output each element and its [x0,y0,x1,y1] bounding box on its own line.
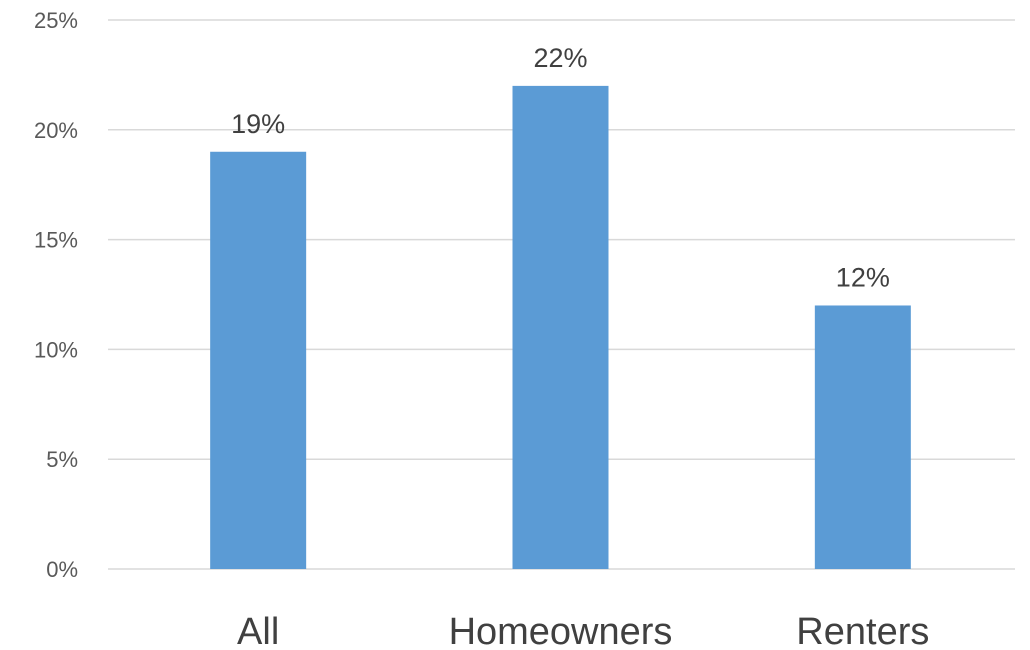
data-labels: 19% 22% 12% [231,43,890,293]
bar-renters [814,305,911,569]
bars [210,85,911,569]
x-tick-label-homeowners: Homeowners [449,611,673,650]
bar-all [210,151,307,569]
data-label-renters: 12% [836,262,890,292]
y-axis-ticks: 0% 5% 10% 15% 20% 25% [34,8,78,582]
y-tick-label: 5% [46,447,78,472]
x-tick-label-renters: Renters [796,611,929,650]
y-tick-label: 20% [34,118,78,143]
data-label-all: 19% [231,109,285,139]
y-tick-label: 15% [34,228,78,253]
bar-homeowners [512,85,609,569]
y-tick-label: 10% [34,337,78,362]
y-tick-label: 25% [34,8,78,33]
y-tick-label: 0% [46,557,78,582]
x-tick-label-all: All [237,611,279,650]
x-axis-ticks: All Homeowners Renters [237,611,929,650]
data-label-homeowners: 22% [533,43,587,73]
